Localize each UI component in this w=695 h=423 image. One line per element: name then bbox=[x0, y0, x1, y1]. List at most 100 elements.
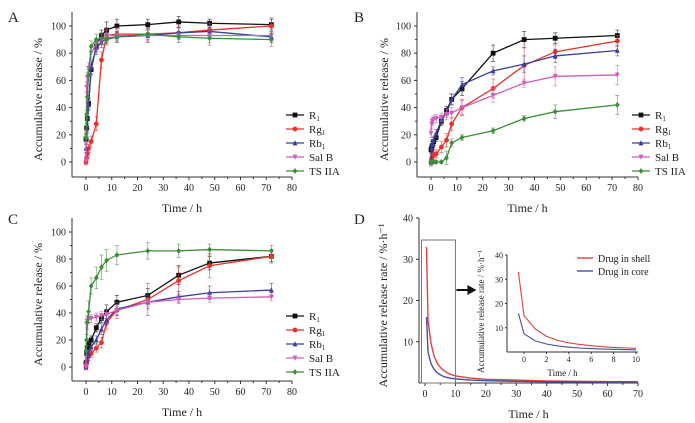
x-tick-label: 10 bbox=[107, 183, 117, 194]
data-point bbox=[428, 131, 434, 137]
x-tick-label: 10 bbox=[107, 387, 117, 398]
data-point bbox=[269, 36, 274, 43]
series-line bbox=[85, 296, 272, 368]
data-point bbox=[521, 37, 527, 42]
legend-label: Drug in core bbox=[598, 267, 649, 278]
inset-y-tick-label: 40 bbox=[495, 251, 503, 260]
y-tick-label: 20 bbox=[401, 130, 411, 141]
data-point bbox=[88, 43, 94, 50]
legend-label: Rb1 bbox=[655, 138, 672, 151]
x-tick-label: 50 bbox=[555, 183, 565, 194]
data-point bbox=[145, 22, 151, 28]
panel-letter: D bbox=[354, 212, 365, 228]
x-axis-label: Time / h bbox=[162, 201, 202, 215]
data-point bbox=[83, 364, 89, 370]
data-point bbox=[433, 151, 439, 157]
data-point bbox=[459, 81, 465, 87]
y-tick-label: 0 bbox=[61, 158, 66, 169]
series-rg1 bbox=[83, 249, 274, 371]
legend-label: Rg1 bbox=[309, 325, 326, 338]
x-axis-label: Time / h bbox=[508, 407, 548, 421]
legend-label-main: Sal B bbox=[309, 353, 333, 365]
data-point bbox=[176, 297, 182, 303]
y-tick-label: 60 bbox=[56, 76, 66, 87]
data-point bbox=[99, 313, 104, 319]
legend-marker bbox=[292, 112, 298, 118]
legend-marker bbox=[292, 126, 298, 132]
x-tick-label: 0 bbox=[84, 183, 89, 194]
legend-label-main: TS IIA bbox=[655, 166, 686, 178]
data-point bbox=[521, 61, 527, 67]
inset-x-tick-label: 2 bbox=[544, 355, 548, 364]
data-point bbox=[552, 108, 558, 115]
x-tick-label: 20 bbox=[478, 183, 488, 194]
series-ts-iia bbox=[83, 28, 274, 142]
data-point bbox=[99, 340, 104, 346]
legend-label-main: Rg bbox=[309, 325, 322, 337]
data-point bbox=[449, 110, 455, 116]
data-point bbox=[433, 159, 439, 165]
data-point bbox=[521, 80, 527, 87]
data-point bbox=[93, 121, 99, 127]
data-point bbox=[104, 316, 109, 323]
legend-label: Drug in shell bbox=[598, 254, 650, 265]
data-point bbox=[269, 287, 274, 293]
data-point bbox=[83, 347, 89, 354]
x-tick-label: 0 bbox=[423, 389, 428, 400]
x-tick-label: 60 bbox=[236, 387, 246, 398]
y-tick-label: 20 bbox=[56, 130, 66, 141]
legend-marker bbox=[638, 154, 644, 160]
inset-chart: 0 2 4 6 8 10 10 20 30 40 Time / h Accumulative rele… bbox=[476, 250, 640, 378]
data-point bbox=[99, 264, 104, 270]
legend-label: Rb1 bbox=[309, 138, 326, 151]
legend-label-main: TS IIA bbox=[309, 367, 340, 379]
series-rb1 bbox=[83, 25, 274, 153]
x-tick-label: 40 bbox=[184, 387, 194, 398]
data-point bbox=[86, 308, 91, 315]
legend-label-main: R bbox=[309, 110, 317, 122]
legend-label-sub: 1 bbox=[662, 115, 666, 123]
x-tick-label: 40 bbox=[184, 183, 194, 194]
legend-label-main: TS IIA bbox=[309, 166, 340, 178]
legend-label-main: R bbox=[309, 311, 317, 323]
legend-label-main: Rb bbox=[309, 339, 322, 351]
data-point bbox=[459, 134, 465, 141]
legend-label-main: Rb bbox=[655, 138, 668, 150]
data-point bbox=[99, 35, 104, 42]
x-tick-label: 70 bbox=[261, 387, 271, 398]
x-tick-label: 20 bbox=[133, 387, 143, 398]
x-tick-label: 80 bbox=[287, 387, 297, 398]
data-point bbox=[431, 117, 436, 123]
data-point bbox=[614, 47, 620, 53]
legend-label: Sal B bbox=[309, 152, 333, 164]
legend-marker bbox=[638, 112, 644, 118]
y-tick-label: 0 bbox=[61, 363, 66, 374]
legend-label-sub: 1 bbox=[322, 143, 326, 151]
y-tick-label: 80 bbox=[56, 255, 66, 266]
x-tick-label: 70 bbox=[633, 389, 643, 400]
panel-letter: C bbox=[8, 212, 18, 228]
data-point bbox=[114, 307, 120, 314]
legend-marker bbox=[292, 327, 298, 333]
series-ts-iia bbox=[83, 242, 274, 356]
x-tick-label: 50 bbox=[210, 183, 220, 194]
y-tick-label: 0 bbox=[406, 158, 411, 169]
x-tick-label: 10 bbox=[452, 183, 462, 194]
inset-y-tick-label: 10 bbox=[495, 324, 503, 333]
data-point bbox=[104, 257, 109, 264]
series-line bbox=[85, 30, 272, 149]
data-point bbox=[104, 36, 109, 43]
y-axis-label: Accumulative release rate / %·h⁻¹ bbox=[376, 223, 390, 387]
x-axis-label: Time / h bbox=[162, 405, 202, 419]
y-tick-label: 100 bbox=[51, 22, 66, 33]
legend-label-sub: 1 bbox=[322, 129, 326, 137]
y-tick-label: 40 bbox=[56, 103, 66, 114]
legend-label: TS IIA bbox=[309, 367, 340, 379]
series-drug-in-core bbox=[425, 316, 638, 383]
data-point bbox=[490, 92, 496, 99]
series-line bbox=[425, 246, 639, 383]
x-tick-label: 20 bbox=[133, 183, 143, 194]
data-point bbox=[88, 343, 94, 350]
legend-label: Sal B bbox=[655, 152, 679, 164]
